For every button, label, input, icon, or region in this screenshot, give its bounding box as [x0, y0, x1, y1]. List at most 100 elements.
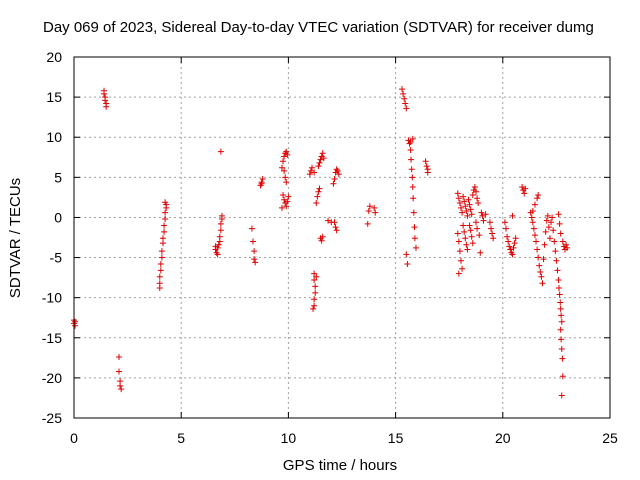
- y-tick-label: -10: [42, 290, 62, 306]
- data-point: [530, 225, 537, 232]
- data-point: [334, 167, 341, 174]
- data-point: [546, 235, 553, 242]
- data-points: [71, 86, 571, 399]
- data-point: [218, 212, 225, 219]
- data-point: [311, 296, 318, 303]
- data-point: [72, 318, 79, 325]
- data-point: [537, 268, 544, 275]
- axis-ticks: 0 5 10 15 20 25 -25 -20 -15 -10 -5 0 5 10 15 20: [42, 49, 618, 446]
- data-point: [251, 256, 258, 263]
- data-point: [521, 190, 528, 197]
- data-point: [476, 232, 483, 239]
- data-point: [479, 212, 486, 219]
- data-point: [558, 346, 565, 353]
- data-point: [215, 241, 222, 248]
- data-point: [315, 163, 322, 170]
- data-point: [313, 200, 320, 207]
- data-point: [529, 208, 536, 215]
- data-point: [372, 209, 379, 216]
- data-point: [332, 224, 339, 231]
- data-point: [539, 280, 546, 287]
- data-point: [404, 260, 411, 267]
- data-point: [331, 219, 338, 226]
- data-point: [319, 233, 326, 240]
- data-point: [307, 167, 314, 174]
- data-point: [462, 203, 469, 210]
- data-point: [460, 222, 467, 229]
- data-point: [478, 209, 485, 216]
- data-point: [333, 227, 340, 234]
- data-point: [158, 248, 165, 255]
- data-point: [412, 244, 419, 251]
- data-point: [216, 233, 223, 240]
- data-point: [557, 230, 564, 237]
- data-point: [161, 228, 168, 235]
- data-point: [531, 232, 538, 239]
- data-point: [558, 336, 565, 343]
- data-point: [469, 240, 476, 247]
- data-point: [157, 260, 164, 267]
- data-point: [310, 305, 317, 312]
- y-tick-label: -5: [50, 250, 63, 266]
- y-tick-label: 10: [46, 129, 62, 145]
- chart-title: Day 069 of 2023, Sidereal Day-to-day VTE…: [43, 19, 594, 36]
- data-point: [486, 219, 493, 226]
- data-point: [283, 179, 290, 186]
- data-point: [162, 216, 169, 223]
- data-point: [509, 212, 516, 219]
- data-point: [248, 225, 255, 232]
- data-point: [468, 211, 475, 218]
- data-point: [399, 86, 406, 93]
- y-tick-label: -25: [42, 410, 62, 426]
- data-point: [403, 251, 410, 258]
- data-point: [545, 224, 552, 231]
- data-point: [466, 222, 473, 229]
- data-point: [469, 191, 476, 198]
- data-point: [467, 227, 474, 234]
- data-point: [283, 203, 290, 210]
- data-point: [402, 100, 409, 107]
- data-point: [534, 246, 541, 253]
- data-point: [482, 211, 489, 218]
- data-point: [559, 355, 566, 362]
- data-point: [408, 156, 415, 163]
- data-point: [311, 277, 318, 284]
- data-point: [541, 241, 548, 248]
- data-point: [554, 267, 561, 274]
- data-point: [455, 195, 462, 202]
- data-point: [473, 219, 479, 226]
- data-point: [318, 237, 325, 244]
- data-point: [553, 257, 560, 264]
- data-point: [459, 209, 466, 216]
- data-point: [284, 151, 291, 158]
- data-point: [156, 280, 163, 287]
- data-point: [463, 241, 470, 248]
- data-point: [259, 175, 266, 182]
- data-point: [410, 209, 417, 216]
- data-point: [454, 190, 461, 197]
- data-point: [422, 158, 429, 165]
- data-point: [503, 225, 510, 232]
- data-point: [312, 289, 319, 296]
- data-point: [464, 246, 471, 253]
- data-point: [285, 193, 292, 200]
- data-point: [519, 183, 526, 190]
- data-point: [408, 166, 415, 173]
- x-axis-label: GPS time / hours: [283, 457, 397, 474]
- data-point: [506, 243, 513, 250]
- data-point: [409, 135, 416, 142]
- grid-layer: [74, 57, 610, 418]
- data-point: [317, 156, 324, 163]
- data-point: [468, 233, 475, 240]
- data-point: [161, 222, 168, 229]
- data-point: [280, 158, 287, 165]
- data-point: [411, 224, 418, 231]
- data-point: [308, 164, 315, 171]
- data-point: [563, 241, 570, 248]
- data-point: [217, 220, 224, 227]
- data-point: [162, 199, 169, 206]
- data-point: [529, 219, 536, 226]
- data-point: [456, 248, 463, 255]
- data-point: [258, 180, 265, 187]
- data-point: [407, 139, 414, 146]
